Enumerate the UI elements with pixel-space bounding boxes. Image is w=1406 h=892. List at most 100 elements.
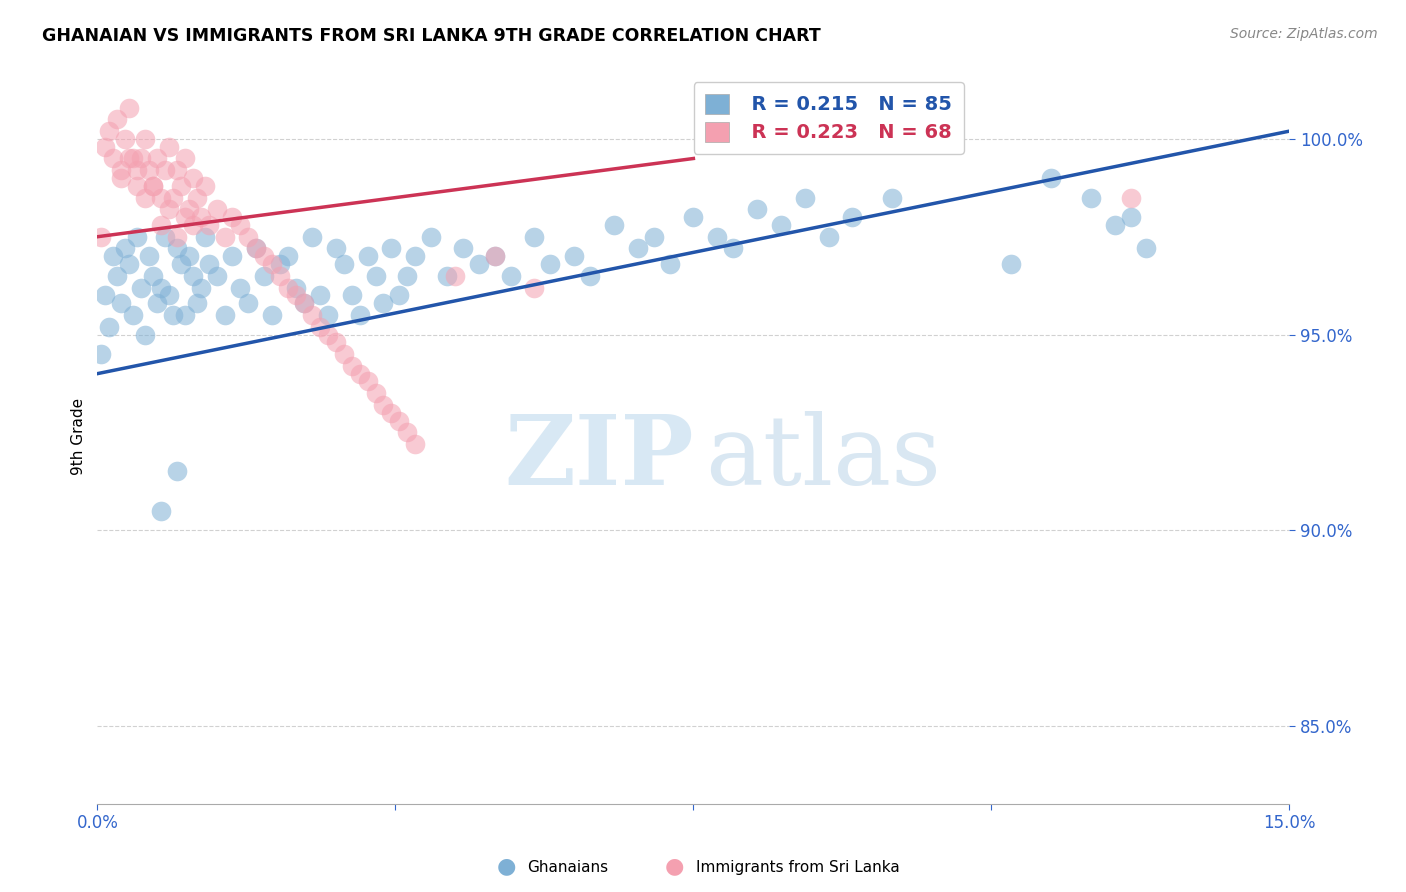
Point bbox=[166, 465, 188, 479]
Point bbox=[170, 178, 193, 193]
Point bbox=[110, 171, 132, 186]
Point bbox=[118, 152, 141, 166]
Text: Ghanaians: Ghanaians bbox=[527, 861, 609, 875]
Point bbox=[214, 229, 236, 244]
Point bbox=[253, 249, 276, 263]
Point bbox=[181, 218, 204, 232]
Point bbox=[277, 249, 299, 263]
Point bbox=[127, 229, 149, 244]
Point bbox=[173, 152, 195, 166]
Point bbox=[186, 296, 208, 310]
Point bbox=[122, 308, 145, 322]
Legend:   R = 0.215   N = 85,   R = 0.223   N = 68: R = 0.215 N = 85, R = 0.223 N = 68 bbox=[693, 82, 965, 154]
Point bbox=[245, 242, 267, 256]
Point bbox=[162, 308, 184, 322]
Point bbox=[523, 280, 546, 294]
Point bbox=[356, 375, 378, 389]
Point bbox=[364, 386, 387, 401]
Point bbox=[603, 218, 626, 232]
Point bbox=[142, 178, 165, 193]
Point bbox=[356, 249, 378, 263]
Point bbox=[380, 406, 402, 420]
Point bbox=[149, 280, 172, 294]
Point bbox=[380, 242, 402, 256]
Point bbox=[332, 257, 354, 271]
Point bbox=[277, 280, 299, 294]
Point bbox=[98, 124, 121, 138]
Point bbox=[817, 229, 839, 244]
Point bbox=[90, 229, 112, 244]
Point bbox=[373, 296, 395, 310]
Point bbox=[166, 242, 188, 256]
Point bbox=[388, 414, 411, 428]
Point bbox=[285, 280, 308, 294]
Point bbox=[682, 210, 704, 224]
Point bbox=[94, 288, 117, 302]
Point bbox=[138, 163, 160, 178]
Point bbox=[499, 268, 522, 283]
Point bbox=[643, 229, 665, 244]
Point bbox=[396, 268, 419, 283]
Point bbox=[94, 140, 117, 154]
Point bbox=[1119, 191, 1142, 205]
Point bbox=[229, 280, 252, 294]
Point bbox=[162, 191, 184, 205]
Text: ●: ● bbox=[665, 856, 685, 876]
Point bbox=[269, 257, 291, 271]
Point bbox=[205, 268, 228, 283]
Point bbox=[1135, 242, 1157, 256]
Point bbox=[706, 229, 728, 244]
Point bbox=[229, 218, 252, 232]
Point bbox=[436, 268, 458, 283]
Point bbox=[157, 202, 180, 217]
Point bbox=[238, 296, 260, 310]
Point bbox=[103, 152, 125, 166]
Point bbox=[110, 296, 132, 310]
Point bbox=[114, 132, 136, 146]
Point bbox=[190, 210, 212, 224]
Point bbox=[364, 268, 387, 283]
Text: GHANAIAN VS IMMIGRANTS FROM SRI LANKA 9TH GRADE CORRELATION CHART: GHANAIAN VS IMMIGRANTS FROM SRI LANKA 9T… bbox=[42, 27, 821, 45]
Point bbox=[214, 308, 236, 322]
Point bbox=[484, 249, 506, 263]
Point bbox=[404, 437, 426, 451]
Point bbox=[444, 268, 467, 283]
Point bbox=[190, 280, 212, 294]
Point bbox=[579, 268, 602, 283]
Point bbox=[153, 229, 176, 244]
Point bbox=[194, 178, 217, 193]
Point bbox=[245, 242, 267, 256]
Point bbox=[538, 257, 561, 271]
Point bbox=[658, 257, 681, 271]
Point bbox=[134, 327, 156, 342]
Point bbox=[420, 229, 443, 244]
Point bbox=[309, 288, 332, 302]
Point bbox=[627, 242, 650, 256]
Text: ●: ● bbox=[496, 856, 516, 876]
Point bbox=[404, 249, 426, 263]
Point bbox=[1040, 171, 1063, 186]
Point bbox=[880, 191, 903, 205]
Point bbox=[262, 308, 284, 322]
Point bbox=[105, 112, 128, 127]
Point bbox=[253, 268, 276, 283]
Point bbox=[103, 249, 125, 263]
Point bbox=[177, 202, 200, 217]
Point bbox=[146, 296, 169, 310]
Point bbox=[142, 178, 165, 193]
Text: ZIP: ZIP bbox=[503, 411, 693, 505]
Point bbox=[118, 257, 141, 271]
Point bbox=[157, 288, 180, 302]
Point bbox=[373, 398, 395, 412]
Point bbox=[146, 152, 169, 166]
Point bbox=[134, 191, 156, 205]
Point bbox=[197, 257, 219, 271]
Y-axis label: 9th Grade: 9th Grade bbox=[72, 398, 86, 475]
Point bbox=[468, 257, 491, 271]
Point bbox=[769, 218, 792, 232]
Point bbox=[292, 296, 315, 310]
Point bbox=[301, 229, 323, 244]
Point bbox=[142, 268, 165, 283]
Point bbox=[127, 163, 149, 178]
Point bbox=[110, 163, 132, 178]
